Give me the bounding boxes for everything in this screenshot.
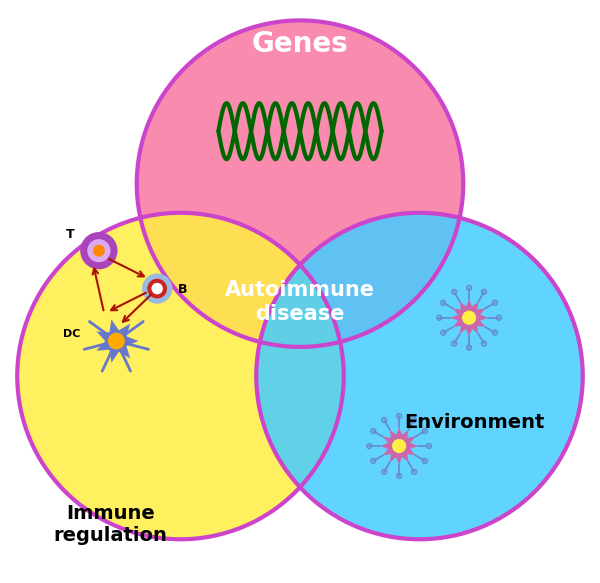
Polygon shape: [380, 427, 418, 465]
Circle shape: [142, 273, 172, 304]
Polygon shape: [451, 299, 488, 336]
Circle shape: [108, 333, 125, 349]
Circle shape: [17, 213, 344, 539]
Text: Autoimmune
disease: Autoimmune disease: [225, 280, 375, 324]
Circle shape: [462, 311, 476, 325]
Text: Environment: Environment: [405, 413, 545, 432]
Circle shape: [80, 232, 118, 269]
Text: Immune
regulation: Immune regulation: [53, 504, 167, 545]
Text: T: T: [65, 227, 74, 241]
Circle shape: [137, 20, 463, 347]
Text: DC: DC: [64, 329, 81, 339]
Polygon shape: [97, 319, 139, 363]
Circle shape: [151, 283, 163, 294]
Circle shape: [256, 213, 583, 539]
Circle shape: [87, 239, 110, 262]
Circle shape: [392, 439, 406, 453]
Text: B: B: [178, 283, 188, 296]
Text: Genes: Genes: [251, 30, 349, 58]
Circle shape: [148, 279, 167, 298]
Circle shape: [93, 245, 105, 257]
